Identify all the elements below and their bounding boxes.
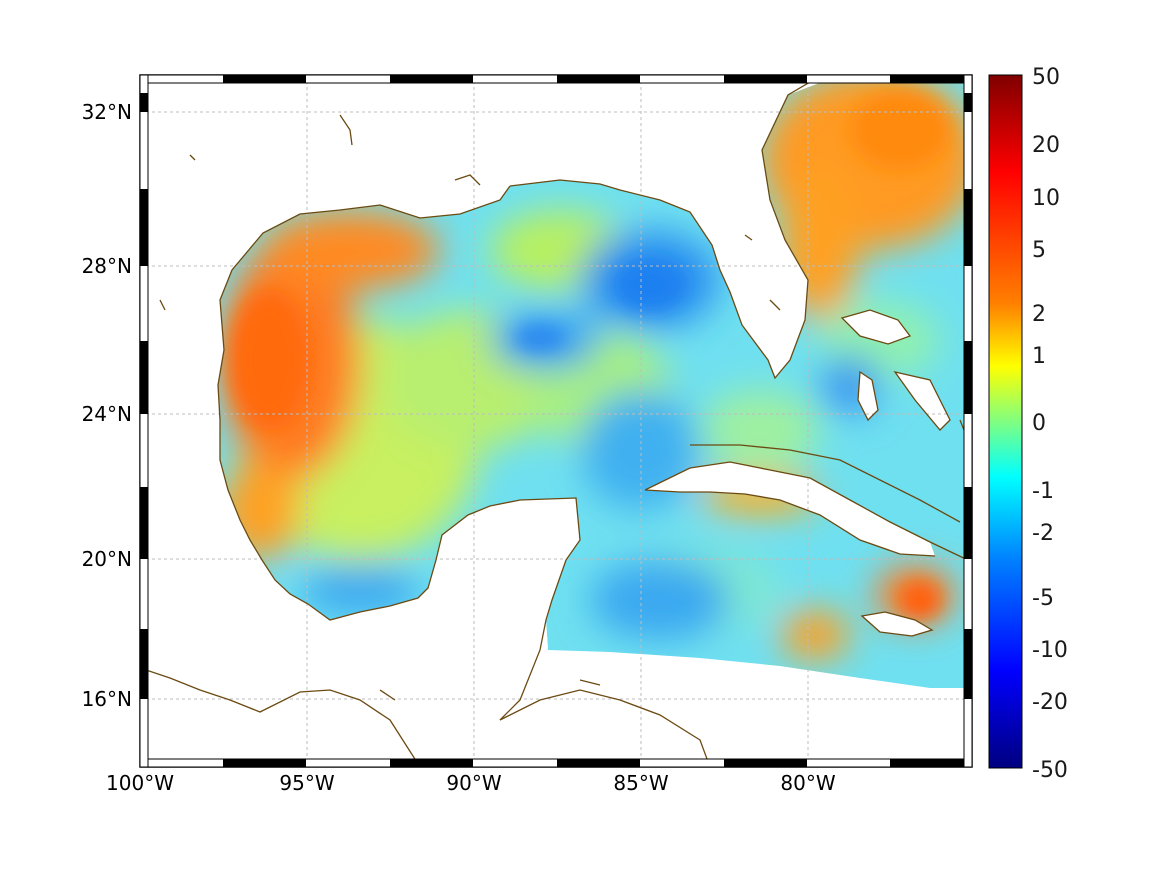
colorbar-ticks: 50 20 10 5 2 1 0 -1 -2 -5 -10 -20 -50 — [1032, 65, 1068, 783]
colorbar-label: 1 — [1032, 344, 1046, 369]
coastlines — [140, 75, 972, 767]
colorbar-label: 2 — [1032, 302, 1046, 327]
colorbar-label: -10 — [1032, 638, 1068, 663]
colorbar-label: 10 — [1032, 186, 1060, 211]
lat-label: 32°N — [82, 100, 132, 124]
lat-label: 20°N — [82, 547, 132, 571]
lat-label: 28°N — [82, 254, 132, 278]
lat-label: 16°N — [82, 687, 132, 711]
colorbar-label: 5 — [1032, 238, 1046, 263]
lon-label: 100°W — [106, 771, 174, 795]
graticule — [140, 75, 972, 767]
colorbar-label: -50 — [1032, 758, 1068, 783]
lon-label: 80°W — [780, 771, 835, 795]
colorbar-label: -20 — [1032, 690, 1068, 715]
map-frame — [139, 74, 973, 768]
colorbar-label: 0 — [1032, 411, 1046, 436]
lat-label: 24°N — [82, 402, 132, 426]
colorbar-label: -5 — [1032, 586, 1054, 611]
lon-label: 90°W — [446, 771, 501, 795]
lon-label: 95°W — [279, 771, 334, 795]
colorbar-label: -2 — [1032, 521, 1054, 546]
latitude-labels: 32°N 28°N 24°N 20°N 16°N — [82, 100, 132, 711]
colorbar-label: 20 — [1032, 133, 1060, 158]
colorbar-label: -1 — [1032, 479, 1054, 504]
colorbar-scale — [988, 74, 1023, 769]
longitude-labels: 100°W 95°W 90°W 85°W 80°W — [106, 771, 836, 795]
lon-label: 85°W — [613, 771, 668, 795]
colorbar: 50 20 10 5 2 1 0 -1 -2 -5 -10 -20 -50 — [988, 65, 1068, 783]
colorbar-label: 50 — [1032, 65, 1060, 90]
